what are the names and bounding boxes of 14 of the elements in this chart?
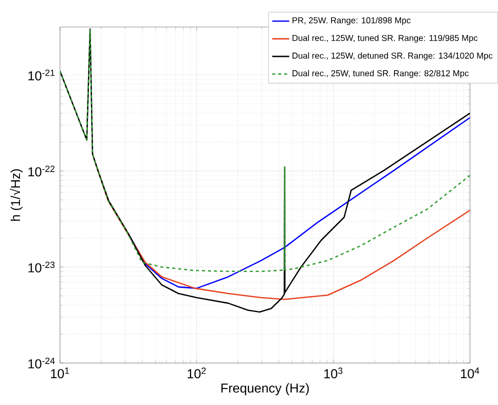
y-axis-title: h (1/√Hz)	[10, 169, 23, 221]
x-tick-label: 10$^{1}$	[51, 368, 70, 378]
x-tick-label: 10$^{2}$	[188, 368, 206, 378]
y-tick-label: 10$^{-21}$	[28, 70, 55, 80]
y-tick-label: 10$^{-24}$	[28, 358, 55, 368]
legend-label: Dual rec., 25W, tuned SR. Range: 82/812 Mpc	[292, 70, 469, 78]
legend-label: Dual rec., 125W, detuned SR. Range: 134/1020 Mpc	[292, 52, 492, 60]
y-tick-label: 10$^{-23}$	[28, 262, 55, 272]
x-axis-title: Frequency (Hz)	[221, 383, 309, 396]
legend-label: PR, 25W. Range: 101/898 Mpc	[292, 17, 411, 26]
x-tick-label: 10$^{4}$	[461, 368, 480, 378]
legend-label: Dual rec., 125W, tuned SR. Range: 119/985 Mpc	[292, 34, 478, 43]
x-tick-label: 10$^{3}$	[324, 368, 342, 378]
y-tick-label: 10$^{-22}$	[28, 166, 55, 176]
